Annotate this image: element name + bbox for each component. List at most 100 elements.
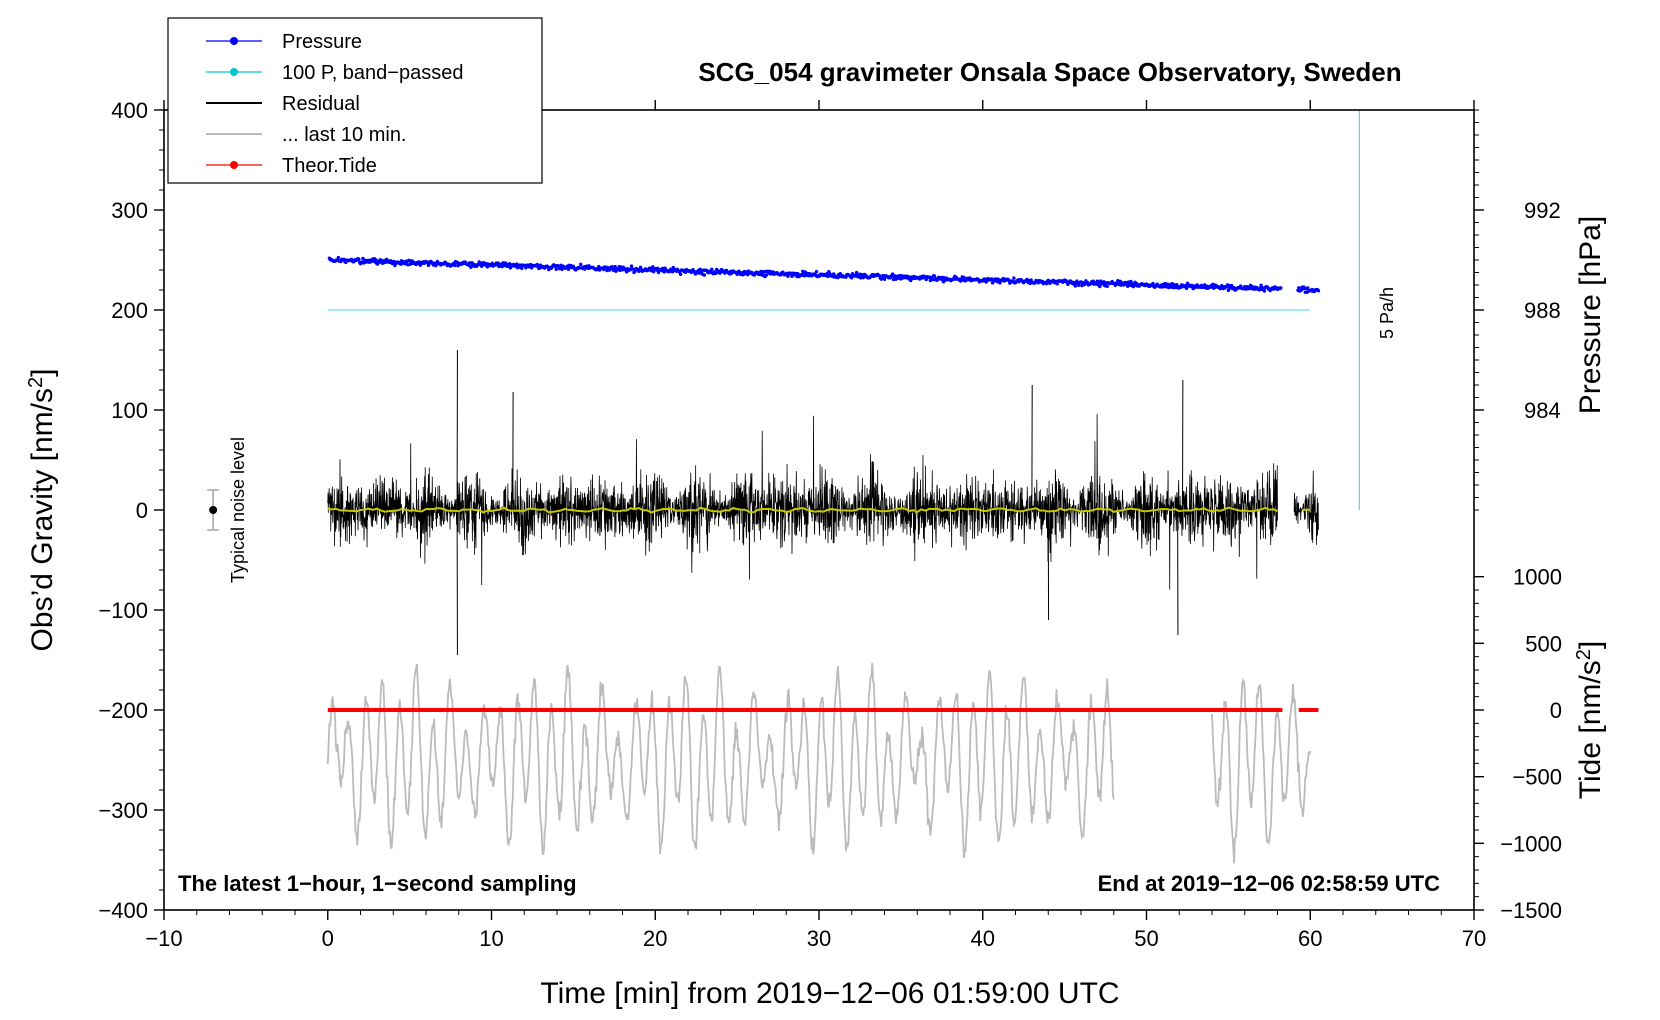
tide-tick-label: 500 [1525,631,1562,656]
legend-marker-theor-tide [230,161,238,169]
noise-level-label: Typical noise level [228,437,248,583]
pressure-point [361,256,365,261]
y-axis-title-gravity-close: ] [26,369,59,377]
legend: Pressure 100 P, band−passed Residual ... la… [167,17,543,184]
x-tick-label: 50 [1134,926,1158,951]
pressure-point [891,277,896,282]
pressure-point [357,257,361,262]
pressure-point [629,264,634,268]
y-tick-label: −400 [98,898,148,923]
legend-marker-100-p-band-passed [230,68,238,76]
y-tick-label: −100 [98,598,148,623]
tick-layer: −10 0 10 20 30 40 50 60 704003002001000−100−200−… [98,98,1562,951]
pressure-point [452,263,457,268]
legend-box [167,17,543,184]
y-tick-label: 100 [111,398,148,423]
y-tick-label: 300 [111,198,148,223]
pressure-point [1055,282,1059,286]
annotation-latest-hour: The latest 1−hour, 1−second sampling [178,871,577,896]
y-tick-label: −300 [98,798,148,823]
pressure-point [469,265,473,269]
series-last-10-min [1211,678,1312,864]
y-tick-label: 200 [111,298,148,323]
series-last-10-min [326,662,1115,859]
pressure-point [560,267,564,271]
tide-tick-label: 1000 [1513,565,1562,590]
pressure-point [710,267,714,271]
pressure-point [579,262,583,267]
series-residual-smoothed [327,506,1311,514]
y-axis-title-pressure: Pressure [hPa] [1574,216,1607,414]
x-tick-label: −10 [145,926,182,951]
pressure-point [1297,286,1301,290]
pressure-point [613,264,617,269]
pressure-point [924,277,928,282]
y-tick-label: 0 [136,498,148,523]
data-layer [207,110,1361,864]
pressure-point [678,272,683,277]
pressure-point [990,277,994,281]
legend-label-100-p-band-passed: 100 P, band−passed [282,62,463,84]
x-tick-label: 30 [807,926,831,951]
pressure-point [508,266,513,270]
y-axis-title-gravity-sup: 2 [25,377,47,388]
y-axis-title-gravity: Obs’d Gravity [nm/s2] [25,369,59,652]
series-pressure [327,255,1321,294]
x-tick-label: 70 [1462,926,1486,951]
pressure-point [336,255,341,260]
pressure-point [1306,286,1310,290]
pressure-point [931,277,935,282]
pressure-point [660,266,665,271]
tide-tick-label: −1000 [1500,831,1562,856]
x-tick-label: 20 [643,926,667,951]
pressure-point [985,279,989,283]
pressure-point [1129,279,1133,284]
pressure-point [554,267,558,271]
pressure-point [467,261,472,265]
pressure-point [1105,284,1109,289]
pressure-point [882,277,887,281]
pressure-point [374,258,378,262]
y-axis-title-gravity-text: Obs’d Gravity [nm/s [26,388,59,651]
pressure-point [656,270,661,275]
pressure-point [702,273,707,277]
pressure-point [897,274,901,278]
pressure-point [1076,283,1081,287]
rate-marker-label: 5 Pa/h [1377,287,1397,339]
pressure-point [434,263,438,268]
noise-point [209,506,218,514]
pressure-point [1262,289,1267,293]
legend-label-pressure: Pressure [282,31,362,53]
annotation-end-time: End at 2019−12−06 02:58:59 UTC [1098,871,1441,896]
pressure-point [814,270,819,274]
legend-label-residual: Residual [282,93,360,115]
y-tick-label: −200 [98,698,148,723]
x-tick-label: 40 [971,926,995,951]
x-tick-label: 60 [1298,926,1322,951]
pressure-tick-label: 988 [1524,298,1561,323]
pressure-point [1151,281,1155,286]
tide-tick-label: 0 [1550,698,1562,723]
pressure-point [1279,286,1283,290]
x-tick-label: 10 [479,926,503,951]
pressure-tick-label: 992 [1524,198,1561,223]
legend-label-last-10-min: ... last 10 min. [282,124,407,146]
legend-label-theor-tide: Theor.Tide [282,155,377,177]
pressure-point [838,271,842,276]
series-residual [327,413,1319,590]
pressure-point [826,274,830,279]
pressure-point [520,266,524,270]
pressure-tick-label: 984 [1524,398,1561,423]
y-axis-title-tide: Tide [nm/s2] [1573,641,1607,799]
y-axis-title-tide-text: Tide [nm/s [1574,660,1607,799]
pressure-point [1175,283,1179,287]
pressure-point [859,276,863,280]
y-tick-label: 400 [111,98,148,123]
chart-title: SCG_054 gravimeter Onsala Space Observat… [698,57,1401,87]
pressure-point [932,274,937,278]
y-axis-title-tide-close: ] [1574,641,1607,649]
x-tick-label: 0 [322,926,334,951]
tide-tick-label: −1500 [1500,898,1562,923]
pressure-point [764,273,769,277]
